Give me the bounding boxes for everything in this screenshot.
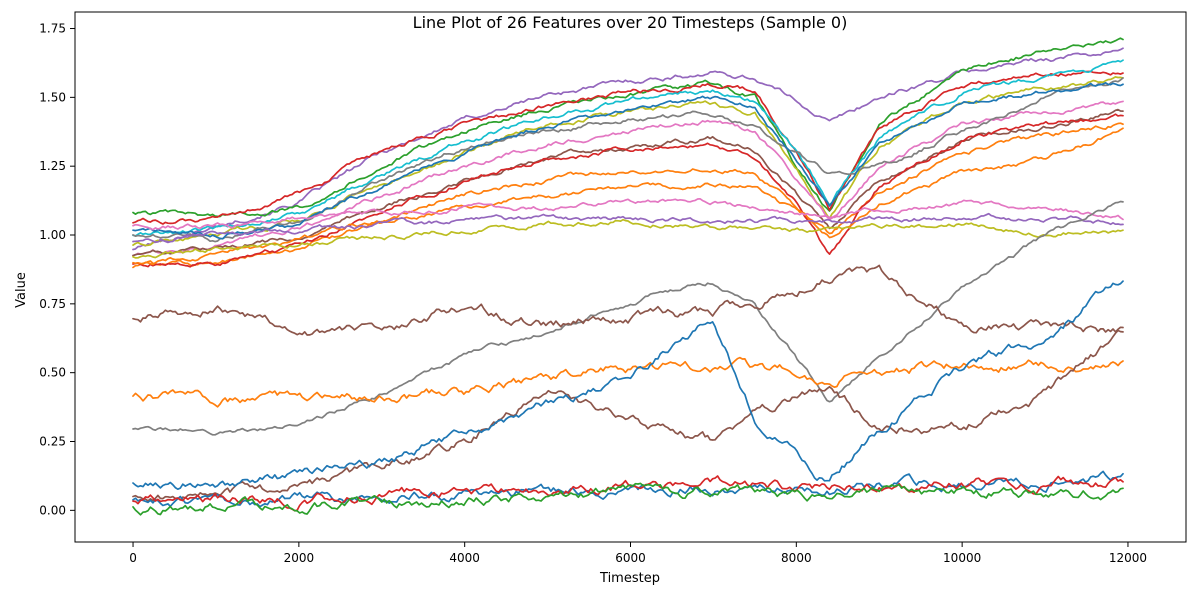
series-layer — [132, 37, 1124, 516]
y-tick-label: 1.00 — [39, 228, 66, 242]
y-tick-label: 0.00 — [39, 503, 66, 517]
x-tick-label: 2000 — [284, 551, 315, 565]
plot-area — [75, 12, 1186, 542]
y-tick-label: 1.50 — [39, 90, 66, 104]
x-tick-label: 12000 — [1109, 551, 1147, 565]
series-line-13 — [132, 197, 1124, 231]
x-tick-label: 4000 — [449, 551, 480, 565]
series-line-10 — [132, 122, 1124, 269]
series-line-14 — [132, 212, 1124, 244]
y-tick-label: 0.25 — [39, 435, 66, 449]
x-ticks: 0 2000 4000 6000 8000 10000 12000 — [129, 542, 1147, 565]
series-line-21 — [132, 470, 1124, 508]
series-line-6 — [132, 100, 1124, 257]
series-line-17 — [132, 264, 1124, 336]
y-tick-label: 1.25 — [39, 159, 66, 173]
y-ticks: 0.00 0.25 0.50 0.75 1.00 1.25 1.50 1.75 — [39, 22, 75, 517]
chart-title: Line Plot of 26 Features over 20 Timeste… — [413, 13, 848, 32]
series-line-20 — [132, 280, 1124, 491]
series-line-12 — [132, 127, 1124, 266]
series-line-22 — [132, 475, 1124, 512]
plot-frame — [74, 11, 1187, 543]
y-axis-label: Value — [14, 272, 29, 308]
y-tick-label: 1.75 — [39, 22, 66, 36]
series-line-16 — [132, 200, 1124, 436]
series-line-3 — [132, 70, 1124, 225]
series-line-18 — [132, 356, 1124, 408]
x-tick-label: 8000 — [781, 551, 812, 565]
series-line-23 — [132, 482, 1124, 516]
series-line-11 — [132, 113, 1124, 268]
series-line-4 — [132, 59, 1124, 237]
x-tick-label: 10000 — [943, 551, 981, 565]
series-line-2 — [132, 37, 1124, 218]
x-tick-label: 0 — [129, 551, 137, 565]
y-tick-label: 0.50 — [39, 366, 66, 380]
series-line-9 — [132, 81, 1124, 240]
series-line-15 — [132, 218, 1124, 259]
series-line-19 — [132, 329, 1124, 502]
series-line-7 — [132, 77, 1124, 243]
x-tick-label: 6000 — [615, 551, 646, 565]
y-tick-label: 0.75 — [39, 297, 66, 311]
x-axis-label: Timestep — [599, 571, 660, 586]
